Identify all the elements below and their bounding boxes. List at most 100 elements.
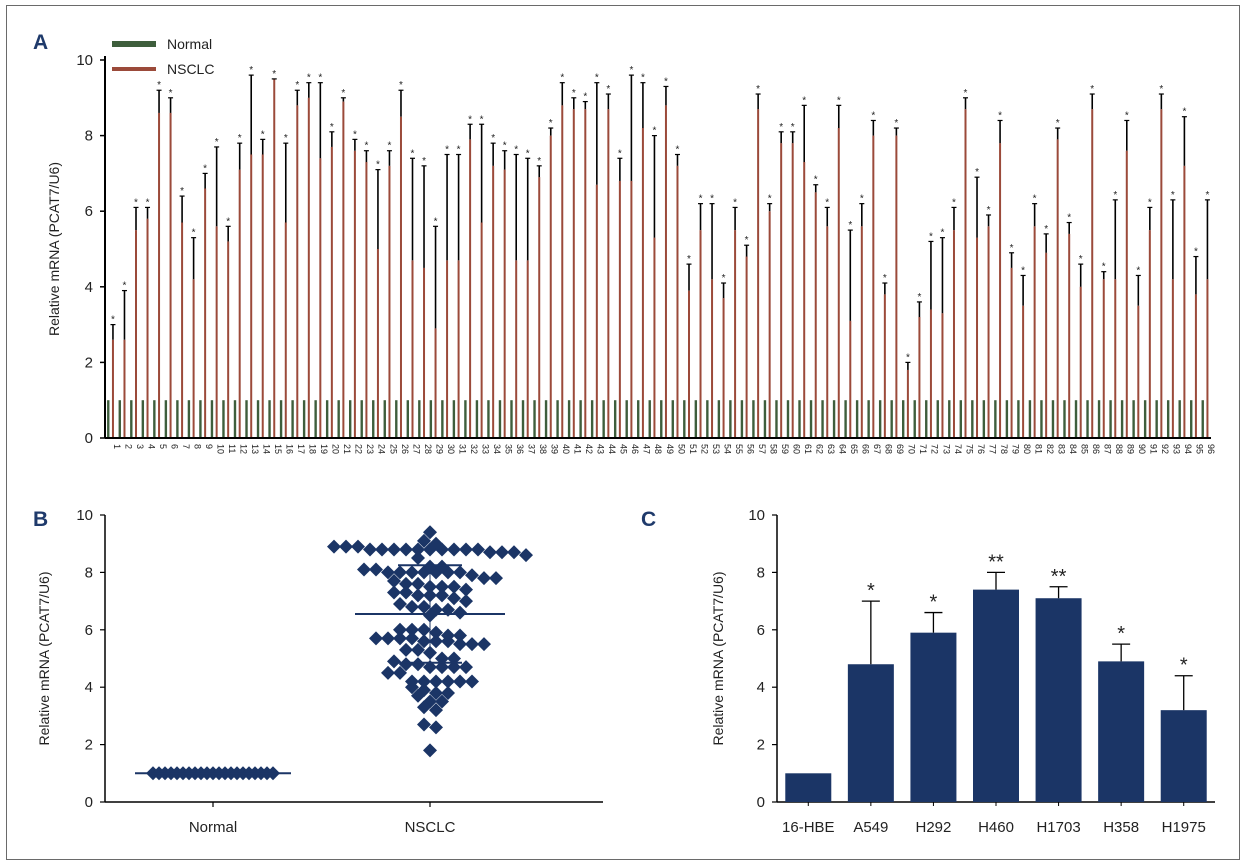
nsclc-data-point bbox=[411, 588, 425, 603]
nsclc-data-point bbox=[459, 582, 473, 597]
panel-a-x-tick-label: 64 bbox=[838, 444, 848, 454]
panel-a-x-tick-label: 47 bbox=[642, 444, 652, 454]
significance-star: * bbox=[491, 133, 495, 144]
legend-normal-swatch bbox=[112, 41, 156, 47]
significance-star: * bbox=[1033, 194, 1037, 205]
nsclc-data-point bbox=[477, 571, 491, 586]
panel-a-x-tick-label: 54 bbox=[722, 444, 732, 454]
panel-a-x-tick-label: 94 bbox=[1183, 444, 1193, 454]
significance-star: * bbox=[146, 197, 150, 208]
panel-a-x-tick-label: 77 bbox=[987, 444, 997, 454]
significance-star: * bbox=[364, 141, 368, 152]
nsclc-data-point bbox=[381, 565, 395, 580]
panel-a-x-tick-label: 88 bbox=[1114, 444, 1124, 454]
cell-line-bar bbox=[1035, 598, 1082, 802]
panel-a-x-tick-label: 32 bbox=[469, 444, 479, 454]
nsclc-data-point bbox=[453, 674, 467, 689]
nsclc-data-point bbox=[399, 542, 413, 557]
nsclc-data-point bbox=[387, 574, 401, 589]
nsclc-data-point bbox=[435, 559, 449, 574]
panel-a-x-tick-label: 23 bbox=[365, 444, 375, 454]
nsclc-data-point bbox=[441, 634, 455, 649]
nsclc-data-point bbox=[483, 545, 497, 560]
panel-a-x-tick-label: 37 bbox=[527, 444, 537, 454]
panel-a-x-tick-label: 3 bbox=[135, 444, 145, 449]
significance-star: * bbox=[722, 273, 726, 284]
panel-a-x-tick-label: 6 bbox=[169, 444, 179, 449]
panel-a-x-tick-label: 57 bbox=[757, 444, 767, 454]
significance-star: * bbox=[353, 129, 357, 140]
panel-a-x-tick-label: 48 bbox=[653, 444, 663, 454]
nsclc-data-point bbox=[417, 674, 431, 689]
significance-star: * bbox=[1067, 213, 1071, 224]
significance-star: * bbox=[687, 254, 691, 265]
significance-star: * bbox=[894, 118, 898, 129]
nsclc-data-point bbox=[363, 542, 377, 557]
significance-star: * bbox=[480, 114, 484, 125]
panel-a-x-tick-label: 22 bbox=[354, 444, 364, 454]
nsclc-data-point bbox=[459, 594, 473, 609]
panel-a-x-tick-label: 34 bbox=[492, 444, 502, 454]
significance-star: * bbox=[560, 73, 564, 84]
panel-a-bar-chart: * * * * * * * * * * * * * * * * * * * * * * * * * * * * * * * * * * * * * * * *… bbox=[46, 36, 1216, 454]
panel-b-y-tick-label: 2 bbox=[85, 737, 93, 754]
panel-b-letter: B bbox=[33, 508, 48, 531]
significance-star: * bbox=[468, 114, 472, 125]
nsclc-data-point bbox=[417, 599, 431, 614]
nsclc-data-point bbox=[465, 674, 479, 689]
panel-a-x-tick-label: 33 bbox=[480, 444, 490, 454]
nsclc-data-point bbox=[447, 542, 461, 557]
panel-a-x-tick-label: 73 bbox=[941, 444, 951, 454]
panel-c-y-tick-label: 8 bbox=[757, 564, 765, 581]
significance-star: * bbox=[848, 220, 852, 231]
panel-c-x-tick-label: H292 bbox=[915, 819, 951, 836]
nsclc-data-point bbox=[489, 571, 503, 586]
nsclc-data-point bbox=[417, 622, 431, 637]
panel-a-x-tick-label: 31 bbox=[457, 444, 467, 454]
panel-a-x-tick-label: 28 bbox=[423, 444, 433, 454]
panel-b-y-axis-label: Relative mRNA (PCAT7/U6) bbox=[36, 571, 52, 745]
nsclc-data-point bbox=[435, 694, 449, 709]
nsclc-data-point bbox=[471, 542, 485, 557]
significance-star: * bbox=[941, 228, 945, 239]
significance-star: * bbox=[111, 315, 115, 326]
significance-star: * bbox=[1090, 84, 1094, 95]
panel-a-x-tick-label: 1 bbox=[112, 444, 122, 449]
significance-star: * bbox=[975, 167, 979, 178]
significance-star: * bbox=[249, 65, 253, 76]
panel-a-x-tick-label: 65 bbox=[849, 444, 859, 454]
nsclc-data-point bbox=[387, 654, 401, 669]
panel-a-x-tick-label: 89 bbox=[1126, 444, 1136, 454]
significance-star: * bbox=[906, 352, 910, 363]
panel-a-x-tick-label: 36 bbox=[515, 444, 525, 454]
panel-a-x-tick-label: 40 bbox=[561, 444, 571, 454]
significance-marker: * bbox=[1180, 655, 1188, 677]
legend-normal-label: Normal bbox=[167, 36, 212, 52]
nsclc-data-point bbox=[459, 542, 473, 557]
significance-star: * bbox=[307, 73, 311, 84]
significance-star: * bbox=[699, 194, 703, 205]
panel-c-y-tick-label: 2 bbox=[757, 737, 765, 754]
panel-a-x-tick-label: 12 bbox=[238, 444, 248, 454]
nsclc-data-point bbox=[339, 539, 353, 554]
panel-a-x-tick-label: 90 bbox=[1137, 444, 1147, 454]
nsclc-data-point bbox=[441, 685, 455, 700]
nsclc-data-point bbox=[387, 585, 401, 600]
panel-a-x-tick-label: 44 bbox=[607, 444, 617, 454]
panel-a-x-tick-label: 19 bbox=[319, 444, 329, 454]
significance-star: * bbox=[1102, 262, 1106, 273]
significance-star: * bbox=[929, 231, 933, 242]
significance-star: * bbox=[330, 122, 334, 133]
nsclc-data-point bbox=[477, 637, 491, 652]
nsclc-data-point bbox=[399, 585, 413, 600]
panel-a-x-tick-label: 85 bbox=[1080, 444, 1090, 454]
panel-a-x-tick-label: 27 bbox=[411, 444, 421, 454]
panel-a-x-tick-label: 50 bbox=[676, 444, 686, 454]
panel-a-letter: A bbox=[33, 31, 48, 54]
nsclc-data-point bbox=[405, 599, 419, 614]
panel-a-x-tick-label: 20 bbox=[331, 444, 341, 454]
panel-a-x-tick-label: 92 bbox=[1160, 444, 1170, 454]
panel-a-x-tick-label: 58 bbox=[768, 444, 778, 454]
nsclc-data-point bbox=[453, 605, 467, 620]
panel-a-x-tick-label: 10 bbox=[215, 444, 225, 454]
